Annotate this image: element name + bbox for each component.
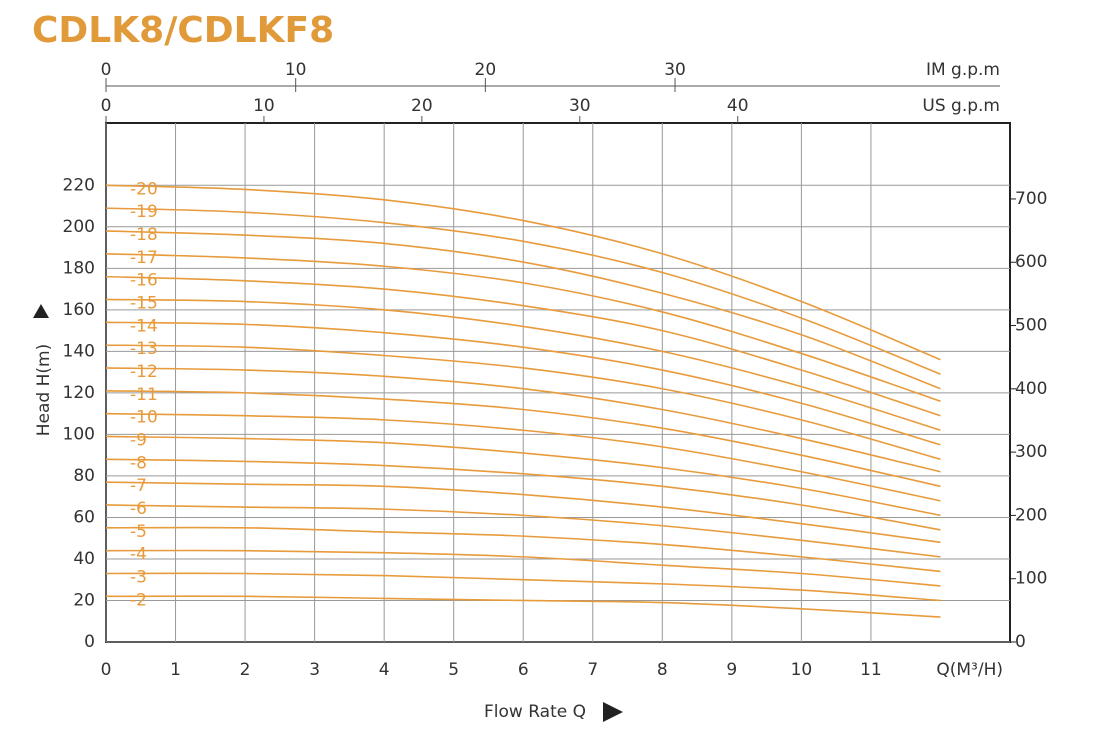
series-label: -12 bbox=[130, 362, 158, 382]
top-tick-label: 20 bbox=[475, 60, 497, 80]
x-tick-label: 10 bbox=[791, 660, 813, 680]
series-label: -4 bbox=[130, 545, 147, 565]
series-label: -20 bbox=[130, 179, 158, 199]
y2-tick-label: 700 bbox=[1015, 189, 1047, 209]
y-tick-label: 60 bbox=[73, 507, 95, 527]
y-tick-label: 220 bbox=[63, 175, 95, 195]
series-label: -19 bbox=[130, 202, 158, 222]
pump-curve bbox=[105, 298, 941, 432]
series-label: -9 bbox=[130, 430, 147, 450]
series-label: -16 bbox=[130, 271, 158, 291]
pump-curve bbox=[105, 595, 941, 618]
y-tick-label: 40 bbox=[73, 549, 95, 569]
series-label: -11 bbox=[130, 385, 158, 405]
pump-curve bbox=[105, 458, 941, 531]
series-label: -3 bbox=[130, 567, 147, 587]
y-tick-label: 80 bbox=[73, 466, 95, 486]
x-tick-label: 7 bbox=[587, 660, 598, 680]
y-tick-label: 20 bbox=[73, 590, 95, 610]
top-tick-label: 30 bbox=[569, 96, 591, 116]
x-tick-label: 9 bbox=[726, 660, 737, 680]
y-tick-label: 180 bbox=[63, 258, 95, 278]
x-unit-label: Q(M³/H) bbox=[936, 660, 1003, 680]
pump-curve bbox=[105, 321, 941, 446]
pump-curve bbox=[105, 230, 941, 390]
x-tick-label: 0 bbox=[101, 660, 112, 680]
series-label: -10 bbox=[130, 408, 158, 428]
series-label: -5 bbox=[130, 522, 147, 542]
pump-curve bbox=[105, 390, 941, 488]
top-tick-label: 0 bbox=[101, 96, 112, 116]
y2-tick-label: 600 bbox=[1015, 252, 1047, 272]
top-axis-label: IM g.p.m bbox=[926, 60, 1000, 80]
x-axis-label: Flow Rate Q bbox=[484, 702, 586, 722]
pump-curve bbox=[105, 207, 941, 375]
x-tick-label: 4 bbox=[379, 660, 390, 680]
series-label: -13 bbox=[130, 339, 158, 359]
pump-curve bbox=[105, 344, 941, 461]
y2-tick-label: 200 bbox=[1015, 505, 1047, 525]
pump-curve bbox=[105, 481, 941, 544]
x-tick-label: 6 bbox=[518, 660, 529, 680]
pump-curve bbox=[105, 184, 941, 361]
y-tick-label: 140 bbox=[63, 341, 95, 361]
y-tick-label: 200 bbox=[63, 217, 95, 237]
y-tick-label: 0 bbox=[84, 632, 95, 652]
y-tick-label: 100 bbox=[63, 424, 95, 444]
y2-tick-label: 300 bbox=[1015, 442, 1047, 462]
pump-curve bbox=[105, 526, 941, 573]
pump-curve bbox=[105, 504, 941, 558]
series-label: -8 bbox=[130, 453, 147, 473]
series-label: -2 bbox=[130, 590, 147, 610]
top-tick-label: 10 bbox=[285, 60, 307, 80]
top-tick-label: 10 bbox=[253, 96, 275, 116]
series-label: -18 bbox=[130, 225, 158, 245]
y-tick-label: 160 bbox=[63, 300, 95, 320]
series-label: -7 bbox=[130, 476, 147, 496]
y-axis-label: Head H(m) bbox=[34, 344, 54, 436]
x-tick-label: 2 bbox=[240, 660, 251, 680]
top-tick-label: 40 bbox=[727, 96, 749, 116]
pump-curve bbox=[105, 367, 941, 473]
y2-tick-label: 100 bbox=[1015, 569, 1047, 589]
pump-curve bbox=[105, 549, 941, 587]
series-label: -6 bbox=[130, 499, 147, 519]
top-axis-label: US g.p.m bbox=[922, 96, 1000, 116]
top-tick-label: 30 bbox=[664, 60, 686, 80]
series-label: -17 bbox=[130, 248, 158, 268]
top-tick-label: 0 bbox=[101, 60, 112, 80]
x-tick-label: 3 bbox=[309, 660, 320, 680]
x-tick-label: 8 bbox=[657, 660, 668, 680]
y2-tick-label: 400 bbox=[1015, 379, 1047, 399]
pump-curve bbox=[105, 412, 941, 502]
pump-curve bbox=[105, 572, 941, 602]
pump-curve bbox=[105, 252, 941, 402]
pump-curve bbox=[105, 275, 941, 417]
y-tick-label: 120 bbox=[63, 383, 95, 403]
x-tick-label: 1 bbox=[170, 660, 181, 680]
series-label: -14 bbox=[130, 316, 158, 336]
up-arrow-icon bbox=[33, 304, 49, 318]
series-label: -15 bbox=[130, 293, 158, 313]
pump-curve bbox=[105, 435, 941, 517]
top-tick-label: 20 bbox=[411, 96, 433, 116]
y2-tick-label: 500 bbox=[1015, 316, 1047, 336]
right-arrow-icon bbox=[603, 702, 623, 722]
x-tick-label: 11 bbox=[860, 660, 882, 680]
x-tick-label: 5 bbox=[448, 660, 459, 680]
chart-title: CDLK8/CDLKF8 bbox=[32, 10, 334, 51]
y2-tick-label: 0 bbox=[1015, 632, 1026, 652]
